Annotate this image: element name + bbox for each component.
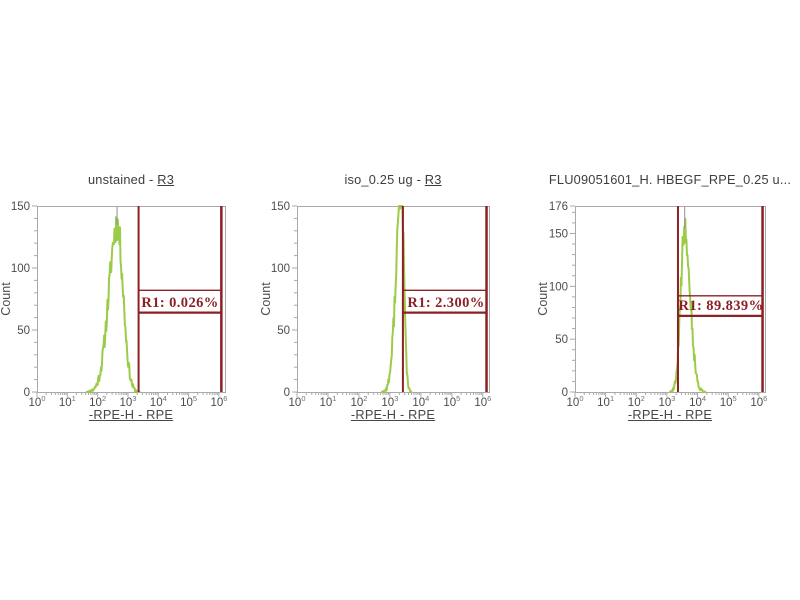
panel2-y-axis-label: Count bbox=[259, 282, 273, 316]
panel1-title: unstained - R3 bbox=[88, 172, 174, 187]
panel1-y-tick-label: 50 bbox=[17, 325, 30, 337]
panel2-y-tick-label: 150 bbox=[271, 201, 290, 213]
panel1-title-text: unstained - bbox=[87, 172, 158, 187]
panel3-x-tick-label: 105 bbox=[720, 394, 737, 409]
panel2-y-tick-label: 50 bbox=[277, 325, 290, 337]
panel1-title-gate-link: R3 bbox=[157, 172, 175, 187]
panel3-y-tick-label: 100 bbox=[549, 281, 568, 293]
panel1-x-tick-label: 102 bbox=[89, 394, 106, 409]
panel2-x-axis-label: -RPE-H - RPE bbox=[350, 407, 436, 422]
panel3-x-tick-label: 102 bbox=[628, 394, 645, 409]
panel3-y-tick-label: 0 bbox=[562, 387, 568, 399]
panel3-x-axis-label: -RPE-H - RPE bbox=[627, 407, 713, 422]
panel2-y-tick-label: 0 bbox=[284, 387, 290, 399]
panel1-plot-border bbox=[37, 206, 226, 393]
panel1-y-tick-label: 0 bbox=[24, 387, 30, 399]
panel3-x-tick-label: 100 bbox=[567, 394, 584, 409]
panel1-x-tick-label: 101 bbox=[59, 394, 76, 409]
panel2-title-gate-link: R3 bbox=[424, 172, 442, 187]
panel3-histogram-curve bbox=[668, 218, 707, 393]
panel2-x-tick-label: 103 bbox=[381, 394, 398, 409]
panel3-y-tick-label: 176 bbox=[549, 201, 568, 213]
panel3-plot: 0 50 100 150 176 100 101 102 103 104 105 106 bbox=[549, 201, 768, 409]
panel3-y-tick-label: 150 bbox=[549, 228, 568, 240]
panel1-x-tick-label: 106 bbox=[210, 394, 227, 409]
panel3-x-tick-label: 104 bbox=[689, 394, 706, 409]
panel3-x-tick-label: 106 bbox=[750, 394, 767, 409]
panel2-plot: 0 50 100 150 100 101 102 103 104 105 106 bbox=[271, 201, 491, 409]
panel2-x-tick-label: 101 bbox=[319, 394, 336, 409]
panel1-x-tick-label: 105 bbox=[180, 394, 197, 409]
panel1-x-tick-label: 103 bbox=[119, 394, 136, 409]
panel1-y-axis-label: Count bbox=[0, 282, 13, 316]
panel3-title-text: FLU09051601_H. HBEGF_RPE_0.25 u... bbox=[548, 172, 792, 187]
panel2-x-tick-label: 100 bbox=[289, 394, 306, 409]
panel1-x-axis-label: -RPE-H - RPE bbox=[88, 407, 174, 422]
panel3-y-axis-label: Count bbox=[536, 282, 550, 316]
panel2-gate-percentage-label: R1: 2.300% bbox=[407, 295, 485, 311]
panel3-x-tick-label: 101 bbox=[597, 394, 614, 409]
panel1-x-tick-label: 100 bbox=[29, 394, 46, 409]
panel3-gate-percentage-label: R1: 89.839% bbox=[678, 298, 764, 314]
panel2-histogram-curve bbox=[380, 205, 413, 393]
panel1-y-tick-label: 100 bbox=[11, 263, 30, 275]
panel2-plot-border bbox=[297, 206, 490, 393]
panel1-gate-percentage-label: R1: 0.026% bbox=[141, 295, 219, 311]
panel1-plot: 0 50 100 150 100 101 102 103 104 105 106 bbox=[11, 201, 228, 409]
panel2-x-tick-label: 102 bbox=[350, 394, 367, 409]
panel2-title: iso_0.25 ug - R3 bbox=[344, 172, 441, 187]
panel3-title: FLU09051601_H. HBEGF_RPE_0.25 u... bbox=[549, 172, 791, 187]
panel1-x-tick-label: 104 bbox=[150, 394, 167, 409]
panel1-histogram-curve bbox=[85, 216, 141, 393]
panel2-x-tick-label: 104 bbox=[412, 394, 429, 409]
panel2-title-text: iso_0.25 ug - bbox=[344, 172, 425, 187]
panel1-y-tick-label: 150 bbox=[11, 201, 30, 213]
panel2-x-tick-label: 105 bbox=[443, 394, 460, 409]
panel3-x-tick-label: 103 bbox=[658, 394, 675, 409]
panel2-y-tick-label: 100 bbox=[271, 263, 290, 275]
panel3-y-tick-label: 50 bbox=[555, 334, 568, 346]
panel2-x-tick-label: 106 bbox=[474, 394, 491, 409]
